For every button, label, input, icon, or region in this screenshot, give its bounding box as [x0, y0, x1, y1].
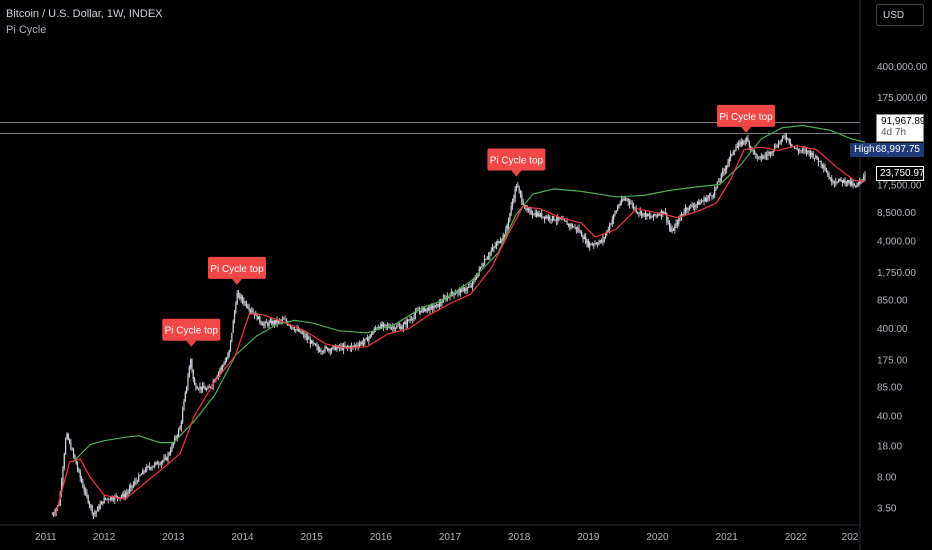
callout-pointer	[186, 340, 197, 347]
y-tick-label: 400.00	[877, 324, 908, 335]
indicator-label[interactable]: Pi Cycle	[6, 24, 47, 36]
chart-title: Bitcoin / U.S. Dollar, 1W, INDEX	[6, 8, 163, 20]
high-price-tag[interactable]: High 68,997.75	[850, 143, 924, 157]
x-tick-label: 202	[842, 532, 859, 543]
x-tick-label: 2011	[35, 532, 57, 543]
y-tick-label: 85.00	[877, 383, 902, 394]
alert-price-value: 91,967.89	[881, 116, 926, 127]
alert-price-tag[interactable]: 91,967.89 4d 7h	[876, 114, 926, 142]
y-tick-label: 8,500.00	[877, 208, 916, 219]
y-tick-label: 1,750.00	[877, 268, 916, 279]
x-tick-label: 2015	[301, 532, 324, 543]
y-tick-label: 8.00	[877, 472, 897, 483]
x-tick-label: 2014	[231, 532, 254, 543]
pi-cycle-callout-label: Pi Cycle top	[490, 155, 544, 166]
y-tick-label: 3.50	[877, 504, 897, 515]
x-tick-label: 2012	[93, 532, 116, 543]
pi-cycle-callout[interactable]	[162, 318, 221, 341]
x-tick-label: 2022	[785, 532, 808, 543]
x-tick-label: 2018	[508, 532, 531, 543]
callout-pointer	[231, 278, 242, 285]
last-price-value: 23,750.97	[880, 168, 925, 179]
y-tick-label: 4,000.00	[877, 237, 916, 248]
y-tick-label: 40.00	[877, 411, 902, 422]
x-tick-label: 2019	[577, 532, 600, 543]
y-tick-label: 850.00	[877, 295, 908, 306]
x-tick-label: 2021	[716, 532, 739, 543]
alert-countdown: 4d 7h	[881, 127, 907, 138]
pi-cycle-callout-label: Pi Cycle top	[165, 326, 219, 337]
last-price-tag[interactable]: 23,750.97	[876, 166, 925, 181]
ma350x2-line	[72, 124, 866, 463]
callout-pointer	[511, 170, 522, 177]
pi-cycle-callout-label: Pi Cycle top	[210, 264, 264, 275]
pi-cycle-callout-label: Pi Cycle top	[719, 112, 773, 123]
y-tick-label: 400,000.00	[877, 62, 927, 73]
high-label: High	[854, 144, 875, 155]
y-tick-label: 175.00	[877, 355, 908, 366]
y-tick-label: 18.00	[877, 442, 902, 453]
callout-pointer	[741, 126, 752, 133]
y-tick-label: 17,500.00	[877, 181, 922, 192]
x-tick-label: 2020	[646, 532, 669, 543]
y-tick-label: 175,000.00	[877, 93, 927, 104]
ma111-line	[55, 145, 866, 515]
pi-cycle-callout[interactable]	[487, 148, 546, 171]
pi-cycle-callout[interactable]	[717, 104, 776, 127]
high-value: 68,997.75	[875, 144, 921, 155]
x-tick-label: 2017	[439, 532, 462, 543]
x-tick-label: 2016	[370, 532, 393, 543]
x-tick-label: 2013	[162, 532, 185, 543]
currency-button[interactable]: USD	[876, 4, 924, 26]
pi-cycle-callout[interactable]	[207, 256, 266, 279]
